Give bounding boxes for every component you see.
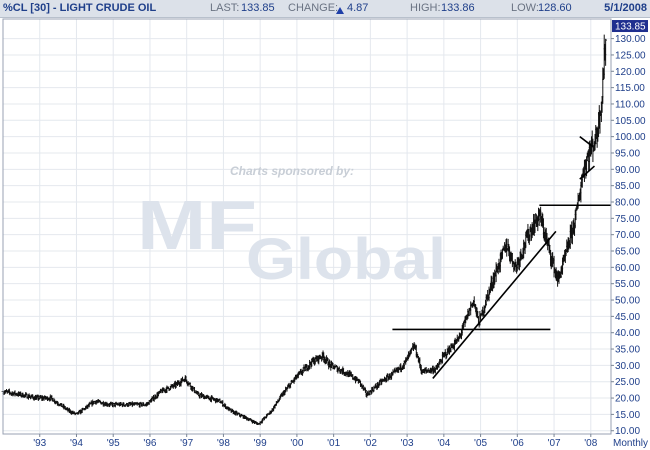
- x-tick-label: '03: [401, 438, 414, 449]
- x-tick-label: '06: [511, 438, 524, 449]
- price-chart: Charts sponsored by: MF Global 10.00 15.0…: [1, 18, 648, 449]
- y-tick-label: 50.00: [615, 296, 640, 307]
- x-tick-label: '04: [437, 438, 450, 449]
- high-value: 133.86: [441, 2, 475, 14]
- y-tick-label: 55.00: [615, 279, 640, 290]
- y-tick-label: 65.00: [615, 247, 640, 258]
- last-price-marker: [612, 20, 648, 33]
- trend-line: [432, 230, 557, 379]
- x-tick-label: '08: [584, 438, 597, 449]
- plot-border: [2, 18, 612, 435]
- y-tick-label: 35.00: [615, 345, 640, 356]
- quote-header: %CL [30] - LIGHT CRUDE OIL LAST: 133.85 …: [0, 0, 650, 18]
- quote-date: 5/1/2008: [604, 2, 647, 14]
- chart-annotations: [392, 136, 611, 379]
- y-tick-label: 105.00: [615, 116, 646, 127]
- y-tick-label: 130.00: [615, 34, 646, 45]
- x-tick-label: '07: [548, 438, 561, 449]
- svg-text:Global: Global: [246, 227, 446, 292]
- x-tick-label: '97: [180, 438, 193, 449]
- sponsor-text: Charts sponsored by:: [230, 164, 354, 178]
- high-label: HIGH:: [410, 2, 441, 14]
- last-value: 133.85: [241, 2, 275, 14]
- y-tick-label: 75.00: [615, 214, 640, 225]
- chart-title: %CL [30] - LIGHT CRUDE OIL: [3, 2, 157, 14]
- frequency-label: Monthly: [613, 438, 648, 449]
- y-tick-label: 15.00: [615, 410, 640, 421]
- y-tick-label: 45.00: [615, 312, 640, 323]
- x-tick-label: '00: [290, 438, 303, 449]
- y-tick-label: 115.00: [615, 83, 645, 94]
- x-tick-label: '95: [107, 438, 120, 449]
- ohlc-bars: [1, 34, 607, 426]
- y-tick-label: 10.00: [615, 426, 640, 437]
- svg-text:MF: MF: [137, 186, 257, 264]
- y-tick-label: 110.00: [615, 99, 645, 110]
- y-tick-label: 60.00: [615, 263, 640, 274]
- x-tick-label: '05: [474, 438, 487, 449]
- chart-grid: [3, 19, 611, 434]
- x-tick-label: '94: [70, 438, 83, 449]
- x-tick-label: '02: [364, 438, 377, 449]
- last-price-label: 133.85: [615, 22, 646, 33]
- y-tick-label: 85.00: [615, 181, 640, 192]
- y-tick-label: 80.00: [615, 197, 640, 208]
- plot-frame: [2, 18, 612, 435]
- trend-line: [579, 165, 595, 180]
- y-tick-label: 125.00: [615, 50, 646, 61]
- y-tick-label: 40.00: [615, 328, 640, 339]
- x-tick-label: '98: [217, 438, 230, 449]
- x-axis: '93 '94 '95 '96 '97 '98 '99 '00 '01 '02 '03 '04 '05 '…: [33, 434, 648, 449]
- y-tick-label: 120.00: [615, 67, 646, 78]
- low-label: LOW:: [511, 2, 539, 14]
- x-tick-label: '99: [254, 438, 267, 449]
- trend-line: [579, 136, 594, 148]
- sponsor-watermark: Charts sponsored by: MF Global: [137, 164, 446, 292]
- change-label: CHANGE:: [288, 2, 339, 14]
- y-tick-label: 90.00: [615, 165, 640, 176]
- y-tick-label: 30.00: [615, 361, 640, 372]
- mf-global-logo: MF Global: [137, 186, 446, 292]
- last-label: LAST:: [210, 2, 240, 14]
- x-tick-label: '93: [33, 438, 46, 449]
- x-tick-label: '01: [327, 438, 340, 449]
- y-tick-label: 95.00: [615, 148, 640, 159]
- x-tick-label: '96: [143, 438, 156, 449]
- y-tick-label: 25.00: [615, 377, 640, 388]
- y-tick-label: 70.00: [615, 230, 640, 241]
- y-axis: 10.00 15.00 20.00 25.00 30.00 35.00 40.00 45.00…: [611, 20, 648, 437]
- low-value: 128.60: [538, 2, 572, 14]
- y-tick-label: 20.00: [615, 394, 640, 405]
- change-value: 4.87: [347, 2, 369, 14]
- y-tick-label: 100.00: [615, 132, 646, 143]
